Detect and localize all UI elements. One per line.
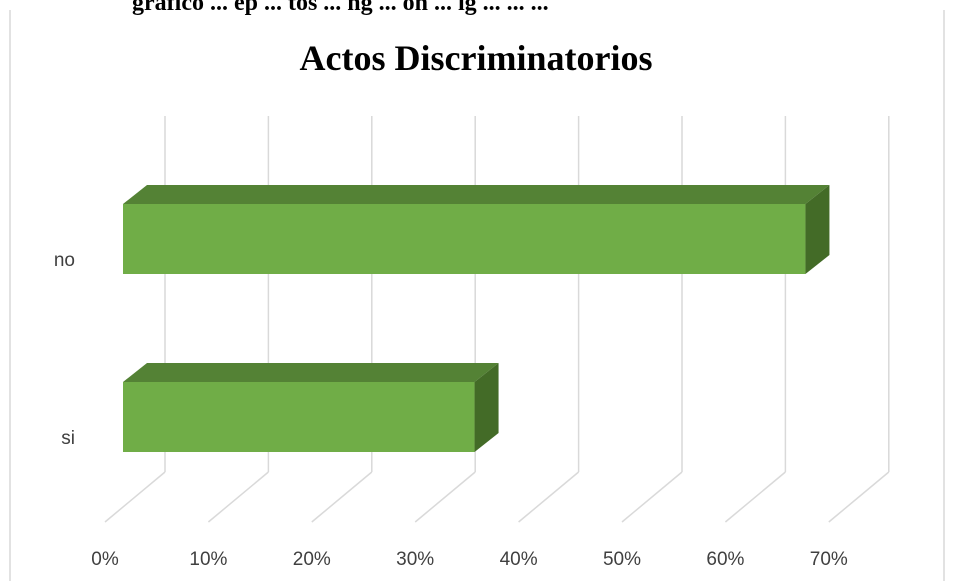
bar-front-face — [123, 204, 806, 274]
bars — [123, 185, 830, 452]
floor-gridline — [414, 471, 476, 523]
x-axis-tick-labels: 0% 10% 20% 30% 40% 50% 60% 70% — [91, 549, 848, 570]
category-label: si — [61, 428, 75, 449]
gridlines — [104, 116, 890, 523]
x-tick-label: 60% — [706, 549, 744, 570]
bar-top-face — [123, 363, 499, 382]
floor-gridline — [621, 471, 683, 523]
x-tick-label: 70% — [810, 549, 848, 570]
floor-gridline — [311, 471, 373, 523]
bar-si — [123, 363, 499, 452]
x-tick-label: 10% — [189, 549, 227, 570]
x-tick-label: 40% — [500, 549, 538, 570]
chart-title: Actos Discriminatorios — [300, 38, 653, 78]
bar-top-face — [123, 185, 830, 204]
bar-no — [123, 185, 830, 274]
bar-side-face — [474, 363, 499, 452]
floor-gridline — [724, 471, 786, 523]
floor-gridline — [518, 471, 580, 523]
floor-gridline — [104, 471, 166, 523]
category-label: no — [54, 250, 75, 271]
bar-side-face — [805, 185, 830, 274]
x-tick-label: 0% — [91, 549, 119, 570]
bar-front-face — [123, 382, 475, 452]
x-tick-label: 20% — [293, 549, 331, 570]
x-tick-label: 30% — [396, 549, 434, 570]
floor-gridline — [207, 471, 269, 523]
caption-fragment: gráfico ... ep ... tos ... ng ... ón ...… — [132, 0, 549, 16]
category-labels: no si — [54, 250, 75, 449]
x-tick-label: 50% — [603, 549, 641, 570]
floor-gridline — [828, 471, 890, 523]
